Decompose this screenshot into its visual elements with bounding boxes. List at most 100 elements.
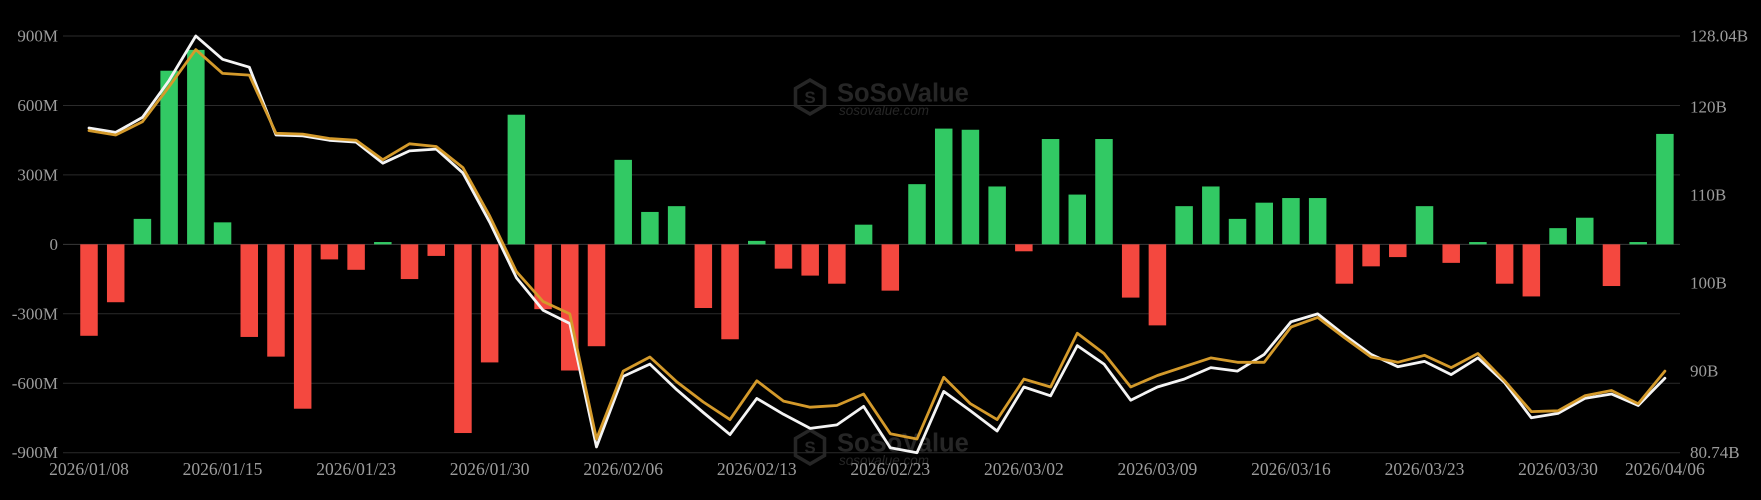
watermark-url-text: sosovalue.com — [839, 103, 929, 118]
outflow-bar[interactable] — [721, 244, 739, 340]
right-axis-labels: 128.04B 120B 110B 100B 90B 80.74B — [1690, 27, 1748, 463]
inflow-bar[interactable] — [133, 218, 152, 245]
total-value-line-white[interactable] — [87, 34, 1667, 455]
x-axis-labels: 2026/01/08 2026/01/15 2026/01/23 2026/01/30… — [49, 459, 1705, 479]
sosovalue-cube-letter: S — [804, 88, 815, 107]
right-axis-tick-label: 120B — [1690, 97, 1727, 116]
outflow-bar[interactable] — [1148, 244, 1167, 326]
inflow-bar[interactable] — [374, 242, 392, 245]
outflow-bar[interactable] — [480, 244, 499, 363]
inflow-bar[interactable] — [934, 128, 953, 245]
inflow-bar[interactable] — [641, 211, 659, 245]
outflow-bar[interactable] — [347, 244, 365, 270]
left-axis-tick-label: -600M — [12, 374, 58, 393]
left-axis-tick-label: -300M — [12, 304, 58, 323]
inflow-bar[interactable] — [1255, 202, 1273, 245]
inflow-bar[interactable] — [1576, 217, 1594, 245]
x-axis-tick-label: 2026/03/23 — [1385, 459, 1465, 479]
outflow-bar[interactable] — [320, 244, 339, 260]
inflow-bar[interactable] — [1308, 198, 1327, 245]
inflow-bar[interactable] — [1469, 242, 1487, 245]
inflow-bar[interactable] — [1282, 198, 1300, 245]
sosovalue-cube-icon — [793, 77, 827, 117]
watermark-brand-text: SoSoValue — [837, 80, 969, 108]
outflow-bar[interactable] — [881, 244, 900, 291]
right-axis-tick-label: 90B — [1690, 362, 1718, 381]
left-axis-tick-label: 900M — [17, 27, 58, 46]
inflow-bar[interactable] — [748, 240, 766, 245]
sosovalue-cube-letter: S — [804, 438, 815, 457]
x-axis-tick-label: 2026/01/08 — [49, 459, 129, 479]
left-axis-tick-label: 300M — [17, 165, 58, 184]
outflow-bar[interactable] — [1335, 244, 1354, 284]
inflow-bar[interactable] — [1068, 194, 1087, 245]
inflow-bar[interactable] — [908, 184, 926, 245]
outflow-bar[interactable] — [694, 244, 713, 309]
inflow-bar[interactable] — [854, 224, 873, 245]
inflow-bar[interactable] — [1202, 186, 1220, 245]
outflow-bar[interactable] — [427, 244, 445, 256]
right-axis-tick-label: 110B — [1690, 185, 1726, 204]
inflow-bar[interactable] — [1415, 206, 1434, 245]
left-axis-tick-label: -900M — [12, 443, 58, 462]
inflow-bar[interactable] — [213, 222, 232, 245]
outflow-bar[interactable] — [80, 244, 98, 336]
inflow-bar[interactable] — [160, 70, 178, 245]
outflow-bar[interactable] — [828, 244, 846, 284]
outflow-bar[interactable] — [1389, 244, 1407, 258]
outflow-bar[interactable] — [400, 244, 419, 280]
outflow-bar[interactable] — [801, 244, 819, 276]
outflow-bar[interactable] — [1602, 244, 1621, 287]
x-axis-tick-label: 2026/01/23 — [316, 459, 396, 479]
outflow-bar[interactable] — [1442, 244, 1460, 263]
watermark-url-text: sosovalue.com — [839, 453, 929, 468]
inflow-bar[interactable] — [1549, 228, 1567, 245]
inflow-bar[interactable] — [1041, 139, 1060, 245]
inflow-bar[interactable] — [1095, 139, 1113, 245]
outflow-bar[interactable] — [774, 244, 793, 269]
right-axis-tick-label: 80.74B — [1690, 443, 1740, 462]
inflow-bar[interactable] — [614, 159, 632, 245]
inflow-bar[interactable] — [1629, 242, 1647, 245]
outflow-bar[interactable] — [267, 244, 285, 357]
x-axis-tick-label: 2026/03/16 — [1251, 459, 1331, 479]
x-axis-tick-label: 2026/04/06 — [1625, 459, 1705, 479]
inflow-bar[interactable] — [1228, 218, 1247, 245]
inflow-bar[interactable] — [988, 186, 1006, 245]
x-axis-tick-label: 2026/02/23 — [850, 459, 930, 479]
outflow-bar[interactable] — [1495, 244, 1514, 284]
outflow-bar[interactable] — [240, 244, 259, 337]
outflow-bar[interactable] — [1362, 244, 1380, 267]
right-axis-tick-label: 100B — [1690, 274, 1727, 293]
inflow-bar[interactable] — [961, 129, 980, 245]
left-axis-labels: 900M 600M 300M 0 -300M -600M -900M — [12, 27, 58, 463]
outflow-bar[interactable] — [1121, 244, 1140, 298]
total-value-line-gold[interactable] — [87, 48, 1667, 441]
inflow-bar[interactable] — [187, 49, 205, 245]
left-axis-tick-label: 0 — [50, 235, 59, 254]
outflow-bar[interactable] — [293, 244, 312, 409]
x-axis-tick-label: 2026/02/06 — [583, 459, 663, 479]
sosovalue-cube-icon — [793, 427, 827, 467]
inflow-bar[interactable] — [1175, 206, 1193, 245]
inflow-bar[interactable] — [667, 206, 686, 245]
x-axis-tick-label: 2026/03/02 — [984, 459, 1064, 479]
inflow-bar[interactable] — [1656, 133, 1674, 245]
outflow-bar[interactable] — [534, 244, 552, 310]
outflow-bar[interactable] — [1015, 244, 1033, 252]
x-axis-tick-label: 2026/03/30 — [1518, 459, 1598, 479]
outflow-bar[interactable] — [1522, 244, 1541, 297]
inflow-bar[interactable] — [507, 114, 526, 245]
x-axis-tick-label: 2026/02/13 — [717, 459, 797, 479]
right-axis-tick-label: 128.04B — [1690, 27, 1748, 46]
x-axis-tick-label: 2026/01/15 — [183, 459, 263, 479]
outflow-bar[interactable] — [106, 244, 125, 303]
x-axis-tick-label: 2026/01/30 — [450, 459, 530, 479]
daily-flow-bars — [80, 49, 1674, 434]
outflow-bar[interactable] — [454, 244, 472, 434]
x-axis-tick-label: 2026/03/09 — [1118, 459, 1198, 479]
outflow-bar[interactable] — [587, 244, 606, 347]
